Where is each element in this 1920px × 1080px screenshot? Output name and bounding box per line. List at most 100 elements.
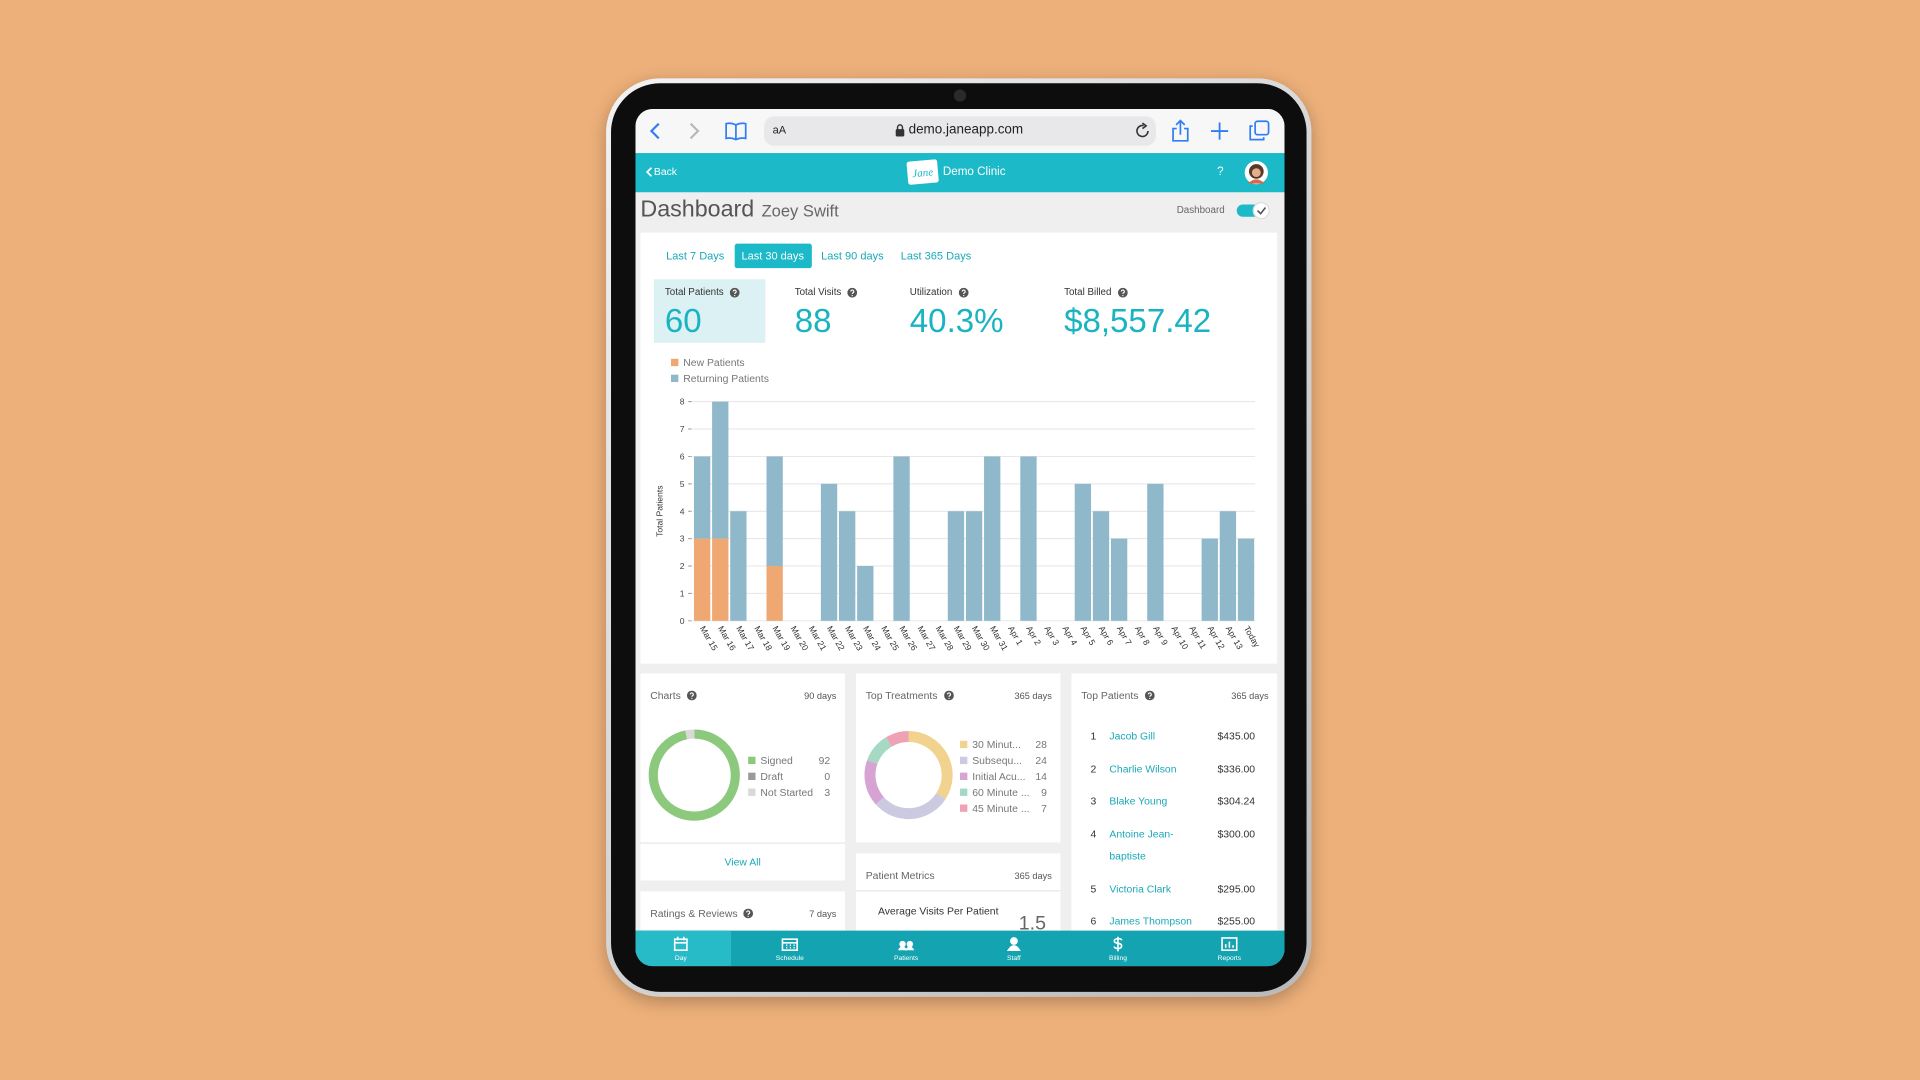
bar-segment xyxy=(820,483,838,621)
patient-name[interactable]: Charlie Wilson xyxy=(1109,762,1177,775)
donut-segment xyxy=(908,731,953,800)
legend-swatch xyxy=(960,787,968,796)
legend-value: 7 xyxy=(1041,801,1047,814)
legend-text: New Patients xyxy=(683,355,745,368)
legend-item: New Patients xyxy=(671,354,769,370)
back-link[interactable]: Back xyxy=(653,165,678,178)
bar-segment xyxy=(893,456,910,621)
help-icon[interactable] xyxy=(847,287,858,297)
nav-item[interactable]: Patients xyxy=(858,931,954,967)
patient-amount: $336.00 xyxy=(1217,762,1256,775)
help-button[interactable]: ? xyxy=(1217,165,1224,179)
stat-label: Total Billed xyxy=(1064,286,1128,298)
help-icon[interactable] xyxy=(1117,287,1128,297)
range-tab[interactable]: Last 7 Days xyxy=(666,249,725,263)
title-text: Patient Metrics xyxy=(865,869,935,882)
legend-item: Returning Patients xyxy=(671,370,769,386)
nav-icon-shape xyxy=(1113,936,1123,952)
legend-swatch xyxy=(960,756,968,764)
y-tick-label: 8 xyxy=(680,397,685,407)
card-title: Ratings & Reviews xyxy=(650,907,754,920)
patient-name[interactable]: Blake Young xyxy=(1109,794,1168,807)
metric-label: Average Visits Per Patient xyxy=(877,904,999,918)
stat-label-text: Total Billed xyxy=(1064,286,1112,298)
donut-segment xyxy=(685,729,695,740)
help-icon[interactable] xyxy=(729,287,740,297)
user-name: Zoey Swift xyxy=(761,202,839,221)
nav-item[interactable]: Schedule xyxy=(742,931,838,967)
patient-name[interactable]: Antoine Jean-baptiste xyxy=(1109,827,1174,863)
back-button[interactable] xyxy=(647,121,664,141)
avatar[interactable] xyxy=(1244,160,1268,185)
title-text: Top Patients xyxy=(1081,689,1139,702)
help-glyph xyxy=(689,692,694,697)
legend-value: 28 xyxy=(1035,737,1047,751)
bookmarks-button[interactable] xyxy=(725,121,747,141)
help-glyph xyxy=(946,692,951,697)
legend-item: Not Started 3 xyxy=(748,784,830,800)
nav-item[interactable]: Staff xyxy=(966,931,1062,967)
help-icon[interactable] xyxy=(958,287,969,297)
x-tick-label: Apr 7 xyxy=(1115,624,1134,647)
patient-amount: $304.24 xyxy=(1217,794,1256,807)
text-size-button[interactable]: aA xyxy=(772,123,787,136)
app-header: Back Jane Demo Clinic ? xyxy=(635,153,1285,193)
legend-swatch xyxy=(960,772,968,780)
range-tabs: Last 7 Days Last 30 days Last 90 days Last … xyxy=(659,243,979,269)
title-text: Ratings & Reviews xyxy=(650,907,738,920)
bar-segment xyxy=(984,456,1001,621)
patient-name[interactable]: Jacob Gill xyxy=(1109,729,1156,743)
nav-item[interactable]: Reports xyxy=(1182,931,1278,967)
x-tick-label: Apr 2 xyxy=(1024,624,1043,647)
help-icon[interactable] xyxy=(943,690,954,701)
help-icon[interactable] xyxy=(743,908,754,919)
bottom-nav: Day Schedule Patients Staff Billing Reports xyxy=(635,930,1285,967)
nav-item[interactable]: Billing xyxy=(1070,931,1166,967)
x-tick-label: Apr 9 xyxy=(1151,624,1170,647)
range-tab[interactable]: Last 30 days xyxy=(734,243,812,269)
nav-item[interactable]: Day xyxy=(635,930,732,967)
dashboard-toggle[interactable] xyxy=(1236,202,1270,220)
legend-label: Subsequ... xyxy=(972,753,1023,766)
donut-segment xyxy=(864,760,885,805)
new-tab-button[interactable] xyxy=(1210,121,1230,141)
stat-value: 88 xyxy=(794,302,832,340)
share-button[interactable] xyxy=(1171,119,1191,143)
tabs-button[interactable] xyxy=(1249,120,1270,141)
y-tick-label: 0 xyxy=(680,616,685,626)
divider xyxy=(640,842,845,844)
legend-value: 3 xyxy=(824,785,831,798)
range-tab[interactable]: Last 365 Days xyxy=(900,249,972,263)
bar-segment xyxy=(1201,538,1218,621)
patient-name[interactable]: Victoria Clark xyxy=(1109,882,1172,895)
help-dot xyxy=(734,294,736,296)
view-all-link[interactable]: View All xyxy=(724,855,761,869)
patient-name[interactable]: James Thompson xyxy=(1109,914,1192,927)
bar-segment xyxy=(965,511,983,621)
period: 365 days xyxy=(1014,870,1052,882)
legend-value: 0 xyxy=(824,769,831,782)
card-title: Top Treatments xyxy=(866,689,954,702)
stat-label-text: Total Patients xyxy=(664,286,724,298)
help-icon[interactable] xyxy=(1144,690,1155,701)
donut-segment xyxy=(648,729,740,821)
patient-list: 1 Jacob Gill $435.00 2 Charlie Wilson $336.00… xyxy=(1071,720,1277,937)
bar-segment xyxy=(712,538,729,621)
divider xyxy=(855,890,1061,892)
forward-button[interactable] xyxy=(686,121,703,141)
help-icon[interactable] xyxy=(686,690,697,701)
help-glyph xyxy=(1120,288,1125,294)
patient-row: 4 Antoine Jean-baptiste $300.00 xyxy=(1071,817,1277,872)
reload-button[interactable] xyxy=(1134,122,1151,139)
range-tab[interactable]: Last 90 days xyxy=(821,249,884,263)
help-dot xyxy=(1121,294,1124,296)
nav-icon-shape xyxy=(1221,937,1238,952)
legend-item: Initial Acu... 14 xyxy=(960,768,1047,784)
browser-toolbar: aA demo.janeapp.com xyxy=(635,108,1285,154)
help-dot xyxy=(947,697,950,700)
address-bar[interactable]: aA demo.janeapp.com xyxy=(764,116,1156,146)
patient-amount: $435.00 xyxy=(1217,729,1256,743)
patient-rank: 2 xyxy=(1090,762,1097,775)
screen: aA demo.janeapp.com Back Jane Demo Clini… xyxy=(635,108,1285,967)
